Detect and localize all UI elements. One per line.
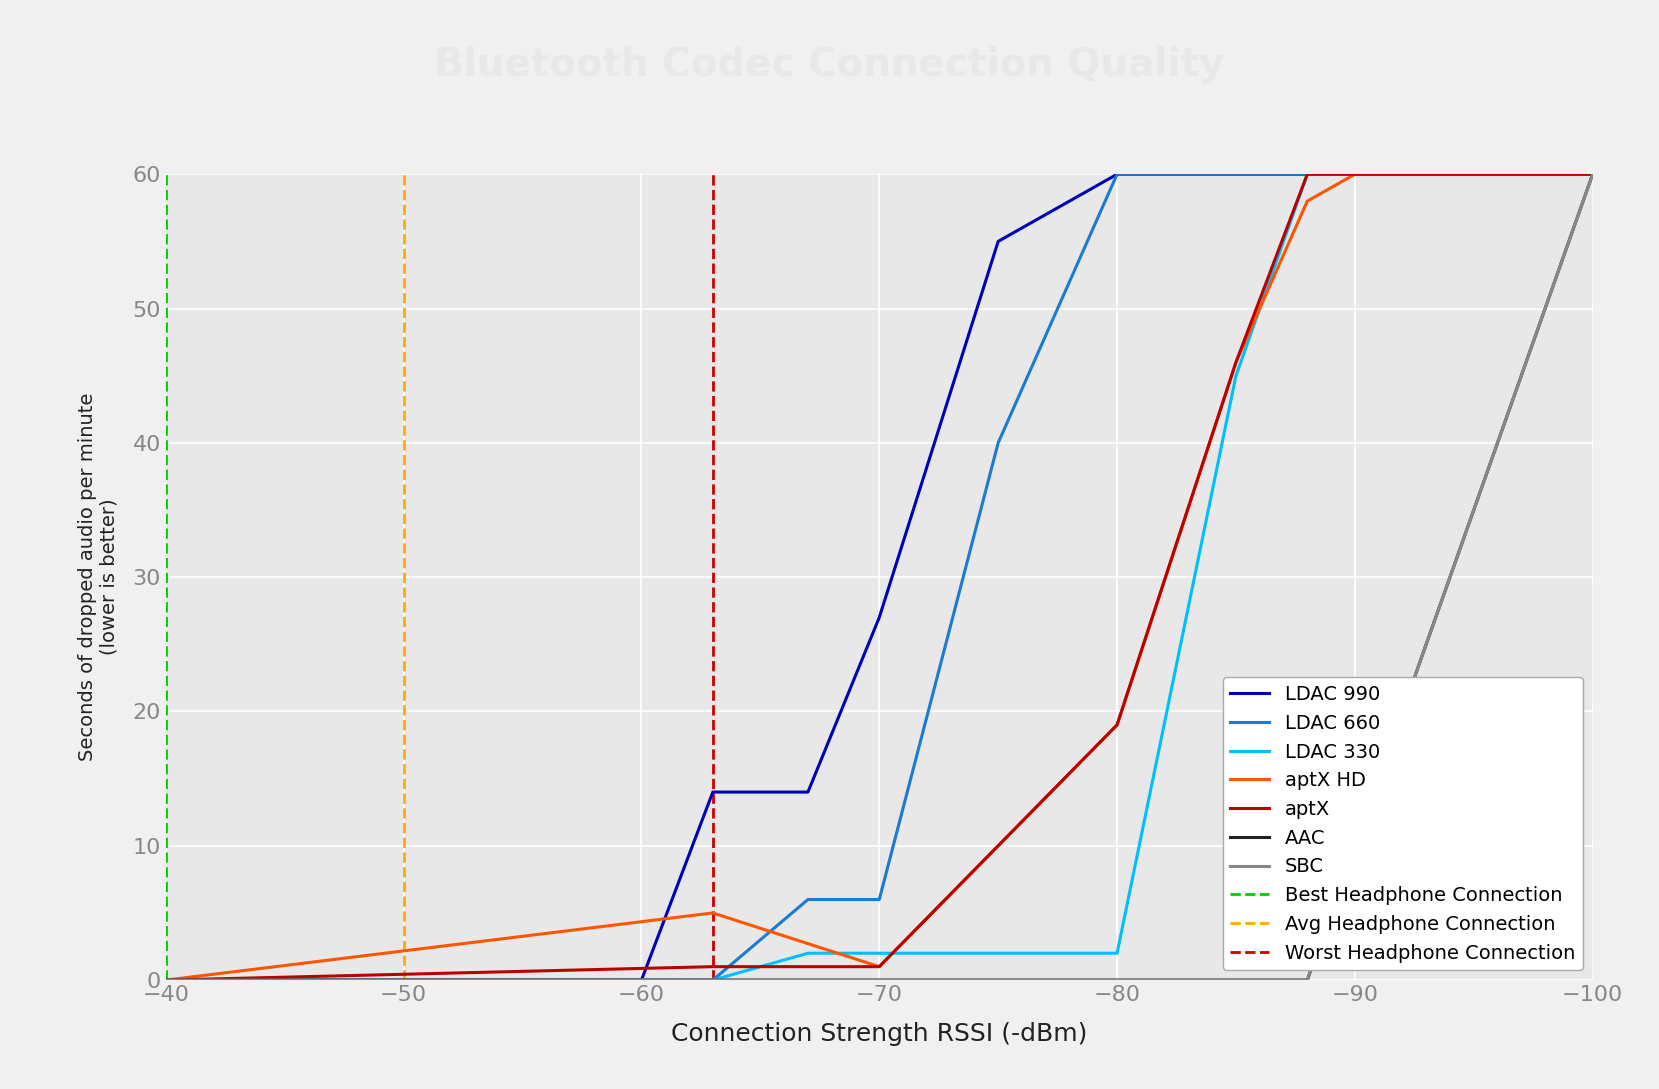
- aptX HD: [156, 974, 176, 987]
- AAC: [1583, 168, 1603, 181]
- LDAC 330: [1583, 168, 1603, 181]
- aptX HD: [1583, 168, 1603, 181]
- SBC: [1107, 974, 1126, 987]
- LDAC 330: [1226, 369, 1246, 382]
- SBC: [156, 974, 176, 987]
- aptX HD: [703, 906, 723, 919]
- X-axis label: Connection Strength RSSI (-dBm): Connection Strength RSSI (-dBm): [672, 1021, 1087, 1045]
- LDAC 990: [703, 785, 723, 798]
- aptX: [156, 974, 176, 987]
- aptX: [869, 960, 889, 974]
- LDAC 990: [798, 785, 818, 798]
- aptX: [1297, 168, 1317, 181]
- LDAC 990: [989, 235, 1009, 248]
- AAC: [1107, 974, 1126, 987]
- LDAC 330: [1107, 946, 1126, 959]
- Line: SBC: SBC: [166, 174, 1593, 980]
- LDAC 330: [703, 974, 723, 987]
- AAC: [156, 974, 176, 987]
- LDAC 660: [1583, 168, 1603, 181]
- LDAC 330: [798, 946, 818, 959]
- LDAC 330: [156, 974, 176, 987]
- LDAC 660: [1107, 168, 1126, 181]
- aptX: [1107, 719, 1126, 732]
- aptX: [1226, 356, 1246, 369]
- LDAC 990: [869, 611, 889, 624]
- Y-axis label: Seconds of dropped audio per minute
(lower is better): Seconds of dropped audio per minute (low…: [78, 393, 119, 761]
- aptX HD: [1226, 356, 1246, 369]
- LDAC 990: [632, 974, 652, 987]
- Line: AAC: AAC: [166, 174, 1593, 980]
- Line: LDAC 660: LDAC 660: [166, 174, 1593, 980]
- LDAC 660: [989, 437, 1009, 450]
- AAC: [1297, 974, 1317, 987]
- LDAC 330: [1297, 168, 1317, 181]
- LDAC 990: [156, 974, 176, 987]
- LDAC 660: [703, 974, 723, 987]
- Line: LDAC 330: LDAC 330: [166, 174, 1593, 980]
- aptX: [703, 960, 723, 974]
- SBC: [1297, 974, 1317, 987]
- LDAC 660: [156, 974, 176, 987]
- aptX HD: [1345, 168, 1365, 181]
- Line: aptX HD: aptX HD: [166, 174, 1593, 980]
- LDAC 660: [1226, 168, 1246, 181]
- aptX HD: [1297, 195, 1317, 208]
- SBC: [1583, 168, 1603, 181]
- Line: aptX: aptX: [166, 174, 1593, 980]
- LDAC 990: [1583, 168, 1603, 181]
- aptX HD: [1107, 719, 1126, 732]
- LDAC 990: [1107, 168, 1126, 181]
- LDAC 660: [869, 893, 889, 906]
- aptX: [1583, 168, 1603, 181]
- Legend: LDAC 990, LDAC 660, LDAC 330, aptX HD, aptX, AAC, SBC, Best Headphone Connection: LDAC 990, LDAC 660, LDAC 330, aptX HD, a…: [1223, 677, 1583, 970]
- aptX HD: [869, 960, 889, 974]
- LDAC 660: [798, 893, 818, 906]
- Line: LDAC 990: LDAC 990: [166, 174, 1593, 980]
- LDAC 330: [869, 946, 889, 959]
- Text: Bluetooth Codec Connection Quality: Bluetooth Codec Connection Quality: [435, 46, 1224, 84]
